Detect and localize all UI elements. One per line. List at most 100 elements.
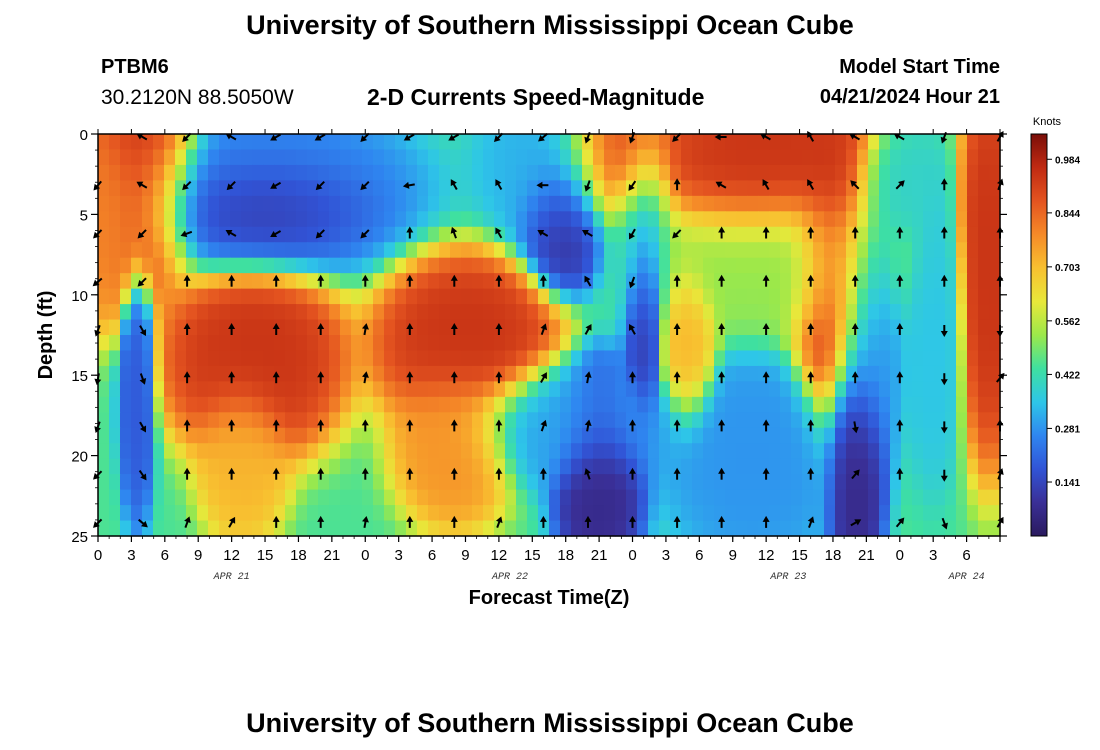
heatmap-cell	[450, 489, 462, 506]
heatmap-cell	[824, 211, 836, 228]
heatmap-cell	[186, 242, 198, 259]
heatmap-cell	[296, 520, 308, 537]
heatmap-cell	[923, 288, 935, 305]
heatmap-cell	[846, 257, 858, 274]
heatmap-cell	[472, 365, 484, 382]
heatmap-cell	[615, 381, 627, 398]
heatmap-cell	[241, 211, 253, 228]
heatmap-cell	[659, 164, 671, 181]
heatmap-cell	[978, 242, 990, 259]
heatmap-cell	[494, 396, 506, 413]
heatmap-cell	[274, 257, 286, 274]
heatmap-cell	[978, 458, 990, 475]
heatmap-cell	[593, 195, 605, 212]
heatmap-cells	[98, 134, 1001, 537]
current-arrow	[228, 371, 236, 384]
heatmap-cell	[846, 489, 858, 506]
heatmap-cell	[318, 319, 330, 336]
heatmap-cell	[945, 134, 957, 151]
heatmap-cell	[879, 304, 891, 321]
heatmap-cell	[208, 164, 220, 181]
heatmap-cell	[197, 412, 209, 429]
heatmap-cell	[813, 474, 825, 491]
heatmap-cell	[395, 474, 407, 491]
heatmap-cell	[571, 304, 583, 321]
heatmap-cell	[604, 350, 616, 367]
current-arrow	[718, 323, 726, 335]
heatmap-cell	[527, 242, 539, 259]
heatmap-cell	[241, 257, 253, 274]
heatmap-cell	[560, 164, 572, 181]
heatmap-cell	[483, 458, 495, 475]
heatmap-cell	[802, 319, 814, 336]
heatmap-cell	[549, 412, 561, 429]
heatmap-cell	[296, 242, 308, 259]
x-tick-label: 15	[257, 547, 274, 564]
heatmap-cell	[560, 335, 572, 352]
heatmap-cell	[417, 396, 429, 413]
heatmap-cell	[956, 257, 968, 274]
heatmap-cell	[945, 273, 957, 290]
heatmap-cell	[417, 412, 429, 429]
heatmap-cell	[945, 350, 957, 367]
heatmap-cell	[417, 226, 429, 243]
heatmap-cell	[241, 319, 253, 336]
current-arrow	[406, 323, 414, 335]
heatmap-cell	[945, 149, 957, 166]
heatmap-cell	[428, 149, 440, 166]
heatmap-cell	[758, 474, 770, 491]
heatmap-cell	[725, 381, 737, 398]
heatmap-cell	[923, 273, 935, 290]
heatmap-cell	[857, 319, 869, 336]
heatmap-cell	[450, 412, 462, 429]
heatmap-cell	[549, 195, 561, 212]
heatmap-cell	[406, 350, 418, 367]
heatmap-cell	[230, 474, 242, 491]
heatmap-cell	[208, 288, 220, 305]
heatmap-cell	[593, 474, 605, 491]
heatmap-cell	[615, 335, 627, 352]
heatmap-cell	[846, 396, 858, 413]
heatmap-cell	[593, 458, 605, 475]
heatmap-cell	[758, 211, 770, 228]
current-arrow	[584, 515, 592, 528]
heatmap-cell	[758, 381, 770, 398]
current-arrow	[226, 180, 236, 191]
x-tick-label: 3	[662, 547, 670, 564]
heatmap-cell	[329, 335, 341, 352]
current-arrow	[228, 516, 236, 528]
heatmap-cell	[362, 195, 374, 212]
heatmap-cell	[582, 195, 594, 212]
current-arrow	[495, 467, 503, 480]
heatmap-cell	[604, 443, 616, 460]
heatmap-cell	[516, 412, 528, 429]
heatmap-cell	[780, 288, 792, 305]
heatmap-cell	[769, 242, 781, 259]
heatmap-cell	[153, 195, 165, 212]
heatmap-cell	[428, 242, 440, 259]
heatmap-cell	[373, 335, 385, 352]
date-label: APR 23	[769, 572, 806, 583]
heatmap-cell	[879, 242, 891, 259]
heatmap-cell	[901, 489, 913, 506]
current-arrow	[584, 323, 592, 335]
heatmap-cell	[340, 350, 352, 367]
heatmap-cell	[945, 335, 957, 352]
heatmap-cell	[648, 350, 660, 367]
heatmap-cell	[120, 211, 132, 228]
current-arrow	[540, 372, 547, 384]
heatmap-cell	[846, 195, 858, 212]
heatmap-cell	[285, 134, 297, 151]
heatmap-cell	[769, 288, 781, 305]
heatmap-cell	[219, 381, 231, 398]
heatmap-cell	[263, 381, 275, 398]
heatmap-cell	[890, 226, 902, 243]
heatmap-cell	[703, 520, 715, 537]
heatmap-cell	[219, 505, 231, 522]
heatmap-cell	[890, 489, 902, 506]
heatmap-cell	[263, 520, 275, 537]
heatmap-cell	[560, 427, 572, 444]
current-arrow	[272, 419, 280, 432]
heatmap-cell	[406, 396, 418, 413]
heatmap-cell	[285, 304, 297, 321]
